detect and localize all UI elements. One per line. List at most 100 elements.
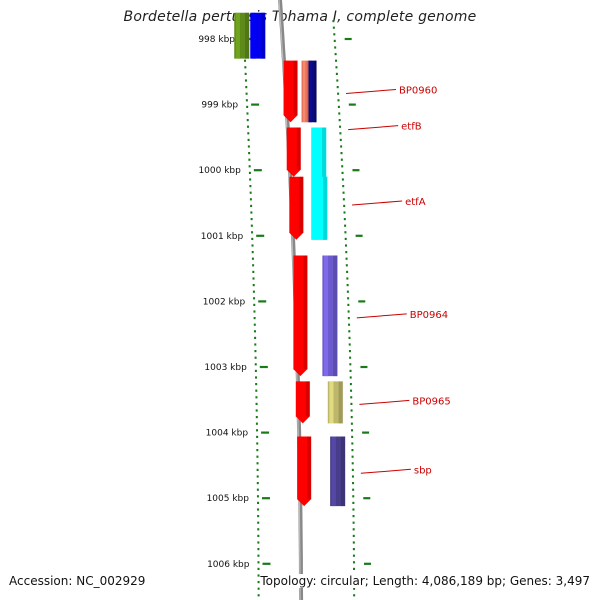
gc-dot (351, 435, 354, 438)
gc-dot (252, 264, 255, 267)
tick-mark (344, 37, 352, 41)
gc-dot (339, 138, 342, 141)
gc-dot (249, 191, 252, 194)
tick-label: 1000 kbp (198, 166, 241, 176)
gc-dot (256, 468, 259, 471)
gc-dot (251, 257, 254, 260)
gc-dot (350, 409, 353, 412)
tick-label: 1006 kbp (207, 560, 250, 570)
gc-dot (351, 462, 354, 465)
gc-dot (345, 257, 348, 260)
gc-dot (244, 79, 247, 82)
gc-dot (252, 270, 255, 273)
gc-dot (348, 336, 351, 339)
tick-mark (261, 497, 270, 500)
gc-dot (332, 26, 335, 29)
gc-dot (257, 541, 260, 544)
gc-dot (352, 482, 355, 485)
gene-label: sbp (414, 465, 432, 476)
gc-dot (257, 594, 260, 597)
gc-dot (246, 112, 249, 115)
gc-dot (344, 224, 347, 227)
gc-dot (352, 515, 355, 518)
gc-dot (350, 416, 353, 419)
gc-dot (247, 138, 250, 141)
gc-dot (343, 218, 346, 221)
gc-dot (257, 528, 260, 531)
gc-dot (351, 475, 354, 478)
gc-dot (256, 442, 259, 445)
gene-shadow (314, 60, 317, 123)
gc-dot (351, 442, 354, 445)
gc-dot (333, 39, 336, 42)
leader-line (345, 88, 397, 94)
gc-dot (352, 541, 355, 544)
gc-dot (348, 330, 351, 333)
gc-dot (244, 59, 247, 62)
tick-mark (355, 234, 363, 237)
gc-dot (254, 336, 257, 339)
gc-dot (347, 297, 350, 300)
leader-line (360, 468, 411, 474)
tick-mark (360, 365, 368, 369)
gc-dot (250, 211, 253, 214)
gc-dot (257, 521, 260, 524)
gc-dot (257, 515, 260, 518)
gc-dot (247, 132, 250, 135)
gc-dot (346, 284, 349, 287)
gc-dot (256, 429, 259, 432)
gc-dot (249, 198, 252, 201)
gc-dot (344, 244, 347, 247)
tick-mark (362, 431, 370, 434)
gc-dot (257, 567, 260, 570)
tick-mark (256, 234, 265, 237)
gc-dot (339, 132, 342, 135)
gc-dot (253, 310, 256, 313)
gc-dot (248, 158, 251, 161)
gc-dot (341, 178, 344, 181)
gc-dot (353, 594, 356, 597)
tick-mark (352, 169, 360, 172)
gc-dot (257, 501, 260, 504)
gc-dot (346, 277, 349, 280)
gc-dot (341, 165, 344, 168)
scale-ticks: 998 kbp 999 kbp 1000 kbp 1001 kbp 1002 kbp 10… (198, 35, 371, 570)
tick-mark (258, 300, 267, 303)
gc-dot (338, 119, 341, 122)
gc-dot (337, 105, 340, 108)
gc-dot (257, 554, 260, 557)
gene-highlight (331, 436, 336, 507)
gc-dot (257, 548, 260, 551)
gc-dot (244, 72, 247, 75)
tick-mark (251, 103, 260, 106)
gc-dot (257, 534, 260, 537)
tick-label: 1001 kbp (201, 232, 244, 242)
accession-text: Accession: NC_002929 (9, 574, 146, 588)
gc-dot (254, 350, 257, 353)
gc-dot (249, 178, 252, 181)
gene-shadow (307, 436, 312, 500)
tick-mark (348, 103, 356, 106)
gc-dot (332, 20, 335, 23)
gc-dot (252, 284, 255, 287)
gc-dot (349, 363, 352, 366)
gene-highlight (329, 381, 334, 424)
gc-dot (346, 290, 349, 293)
gc-dot (255, 396, 258, 399)
gc-dot (246, 119, 249, 122)
gc-dot (257, 508, 260, 511)
gene-label: etfB (401, 122, 422, 133)
gc-dot (342, 198, 345, 201)
gc-dot (255, 389, 258, 392)
gc-dot (343, 211, 346, 214)
gc-dot (256, 449, 259, 452)
gc-dot (245, 99, 248, 102)
gc-dot (256, 455, 259, 458)
gc-dot (348, 343, 351, 346)
tick-mark (363, 497, 371, 500)
gene-highlight (288, 127, 293, 170)
gene-shadow (340, 436, 346, 507)
gc-dot (253, 330, 256, 333)
gc-dot (257, 561, 260, 564)
